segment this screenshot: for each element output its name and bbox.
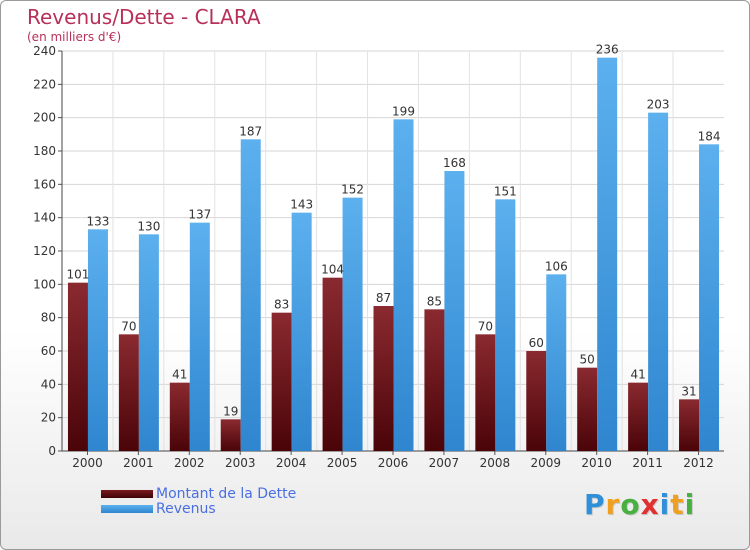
debt-bar — [679, 399, 700, 451]
logo-letter: r — [605, 488, 621, 521]
revenue-bar-value-label: 106 — [545, 259, 568, 273]
revenue-bar — [495, 199, 516, 451]
revenue-bar — [87, 229, 108, 451]
debt-bar — [577, 367, 598, 451]
revenue-bar — [699, 144, 720, 452]
x-tick-label: 2001 — [123, 456, 154, 470]
debt-bar-value-label: 50 — [580, 353, 595, 367]
revenue-bar-value-label: 187 — [239, 124, 262, 138]
debt-bar-value-label: 87 — [376, 291, 391, 305]
x-tick-label: 2012 — [683, 456, 714, 470]
debt-bar — [424, 309, 445, 451]
debt-bar-value-label: 60 — [529, 336, 544, 350]
debt-bar-value-label: 31 — [681, 384, 696, 398]
revenue-bar-value-label: 137 — [188, 208, 211, 222]
x-tick-label: 2010 — [581, 456, 612, 470]
proxiti-logo: Proxiti — [584, 488, 695, 521]
revenue-bar-value-label: 130 — [137, 219, 160, 233]
y-tick-label: 40 — [41, 377, 56, 391]
debt-bar-value-label: 83 — [274, 298, 289, 312]
debt-bar — [220, 419, 241, 451]
debt-bar — [628, 382, 649, 451]
revenue-bar-value-label: 133 — [87, 214, 110, 228]
debt-bar-value-label: 104 — [321, 263, 344, 277]
x-tick-label: 2006 — [378, 456, 409, 470]
legend-label-dette: Montant de la Dette — [156, 486, 297, 502]
y-tick-label: 180 — [33, 144, 56, 158]
chart-title: Revenus/Dette - CLARA — [27, 5, 261, 29]
debt-bar-value-label: 70 — [121, 319, 136, 333]
x-tick-label: 2002 — [174, 456, 205, 470]
x-tick-label: 2005 — [327, 456, 358, 470]
revenue-bar — [648, 112, 669, 452]
x-tick-label: 2007 — [429, 456, 460, 470]
y-tick-label: 20 — [41, 411, 56, 425]
revenue-bar — [342, 197, 363, 451]
y-tick-label: 220 — [33, 77, 56, 91]
revenue-bar — [291, 212, 312, 451]
revenue-bar-value-label: 152 — [341, 183, 364, 197]
y-tick-label: 140 — [33, 211, 56, 225]
debt-bar — [526, 351, 547, 451]
y-tick-label: 0 — [48, 444, 56, 458]
revenue-bar-value-label: 184 — [698, 129, 721, 143]
y-tick-label: 160 — [33, 177, 56, 191]
revenue-bar-value-label: 203 — [647, 98, 670, 112]
revenue-bar — [444, 171, 465, 451]
logo-letter: o — [620, 488, 641, 521]
x-tick-label: 2008 — [480, 456, 511, 470]
chart-subtitle: (en milliers d'€) — [27, 30, 122, 44]
legend-swatch-dette — [101, 490, 153, 498]
logo-letter: i — [659, 488, 671, 521]
logo-letter: i — [684, 488, 696, 521]
revenue-bar-value-label: 168 — [443, 156, 466, 170]
revenue-bar — [138, 234, 159, 451]
legend-swatch-revenus — [101, 505, 153, 513]
revenue-bar — [597, 57, 618, 452]
debt-bar — [169, 382, 190, 451]
logo-letter: x — [640, 488, 660, 521]
debt-bar — [67, 282, 88, 451]
debt-bar-value-label: 85 — [427, 294, 442, 308]
revenue-bar-value-label: 151 — [494, 184, 517, 198]
revenue-bar — [393, 119, 414, 451]
x-tick-label: 2009 — [530, 456, 561, 470]
debt-bar — [322, 277, 343, 451]
y-tick-label: 80 — [41, 311, 56, 325]
debt-bar-value-label: 101 — [67, 268, 90, 282]
x-tick-label: 2004 — [276, 456, 307, 470]
debt-bar-value-label: 41 — [630, 368, 645, 382]
revenue-bar — [189, 222, 210, 451]
debt-bar — [475, 334, 496, 451]
debt-bar-value-label: 70 — [478, 319, 493, 333]
y-tick-label: 60 — [41, 344, 56, 358]
y-tick-label: 120 — [33, 244, 56, 258]
logo-letter: P — [584, 488, 606, 521]
debt-bar — [118, 334, 139, 451]
revenue-bar-value-label: 236 — [596, 43, 619, 57]
revenue-bar-value-label: 143 — [290, 198, 313, 212]
y-tick-label: 100 — [33, 277, 56, 291]
debt-bar-value-label: 41 — [172, 368, 187, 382]
x-tick-label: 2011 — [632, 456, 663, 470]
debt-bar-value-label: 19 — [223, 404, 238, 418]
y-tick-label: 200 — [33, 111, 56, 125]
legend-label-revenus: Revenus — [156, 501, 216, 517]
revenue-bar-value-label: 199 — [392, 104, 415, 118]
revenue-bar — [240, 139, 261, 452]
debt-bar — [271, 312, 292, 451]
x-tick-label: 2003 — [225, 456, 256, 470]
revenue-bar — [546, 274, 567, 451]
logo-letter: t — [670, 488, 685, 521]
x-tick-label: 2000 — [72, 456, 103, 470]
debt-bar — [373, 306, 394, 451]
y-tick-label: 240 — [33, 44, 56, 58]
